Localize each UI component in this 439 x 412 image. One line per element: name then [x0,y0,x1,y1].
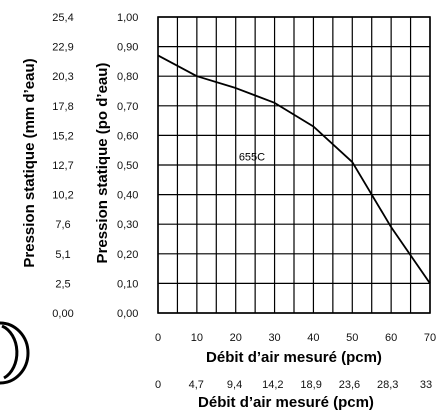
x-secondary-tick-label: 33 [420,379,432,391]
y-tick-label: 0,70 [117,101,138,113]
x-tick-label: 50 [346,332,358,344]
series-line-655C [157,54,431,284]
curve-layer: 655C [157,54,431,284]
x-secondary-tick-label: 18,9 [300,379,321,391]
y-secondary-tick-label: 25,4 [52,12,73,24]
y-secondary-tick-label: 7,6 [55,219,70,231]
y-tick-label: 0,80 [117,71,138,83]
y-tick-label: 0,90 [117,42,138,54]
x-secondary-tick-label: 4,7 [189,379,204,391]
y-tick-label: 0,50 [117,160,138,172]
x-tick-label: 70 [424,332,436,344]
x-tick-label: 40 [307,332,319,344]
y-tick-label: 0,60 [117,130,138,142]
y-secondary-tick-label: 15,2 [52,130,73,142]
x-secondary-tick-label: 9,4 [227,379,242,391]
y-tick-label: 1,00 [117,12,138,24]
y-secondary-tick-label: 17,8 [52,101,73,113]
x-tick-label: 30 [268,332,280,344]
x-tick-label: 0 [155,332,161,344]
y-secondary-tick-label: 0,00 [52,308,73,320]
y-tick-label: 0,20 [117,249,138,261]
y-secondary-tick-label: 5,1 [55,249,70,261]
grid-lines [157,16,431,314]
y-secondary-tick-label: 12,7 [52,160,73,172]
y-tick-label: 0,30 [117,219,138,231]
partial-circle-decoration-right [1,324,19,380]
tick-labels: 0,00 0,10 0,20 0,30 0,40 0,50 0,60 0,70 0,80 0,90… [52,12,436,391]
x-tick-label: 20 [230,332,242,344]
x-tick-label: 60 [385,332,397,344]
y-secondary-tick-label: 20,3 [52,71,73,83]
x-secondary-tick-label: 23,6 [339,379,360,391]
y-tick-label: 0,40 [117,190,138,202]
plot-frame [157,16,431,314]
x-secondary-tick-label: 14,2 [262,379,283,391]
y-tick-label: 0,10 [117,278,138,290]
y-axis-title-primary: Pression statique (po d’eau) [94,63,111,264]
y-secondary-tick-label: 22,9 [52,42,73,54]
x-tick-label: 10 [191,332,203,344]
x-secondary-tick-label: 0 [155,379,161,391]
y-axis-title-secondary: Pression statique (mm d’eau) [21,58,38,267]
y-secondary-tick-label: 2,5 [55,278,70,290]
x-secondary-tick-label: 28,3 [377,379,398,391]
x-axis-title-primary: Débit d’air mesuré (pcm) [206,349,382,366]
series-label: 655C [239,152,265,164]
y-secondary-tick-label: 10,2 [52,190,73,202]
x-axis-title-secondary: Débit d’air mesuré (pcm) [198,394,374,411]
partial-circle-decoration [0,321,30,385]
y-tick-label: 0,00 [117,308,138,320]
